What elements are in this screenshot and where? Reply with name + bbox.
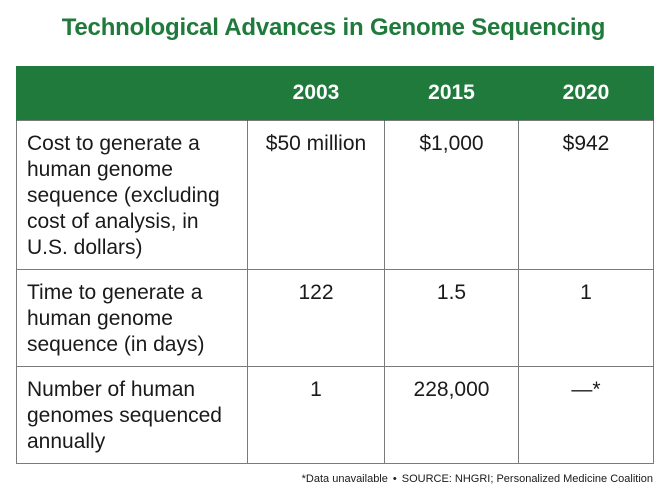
cell-cost-2003: $50 million <box>247 120 385 270</box>
footnote: *Data unavailable • SOURCE: NHGRI; Persona… <box>302 473 653 485</box>
header-cell-2015: 2015 <box>384 66 519 121</box>
row-label-cost: Cost to generate a human genome sequence… <box>16 120 248 270</box>
cell-count-2015: 228,000 <box>384 366 519 464</box>
table-row: Number of human genomes sequenced annual… <box>16 366 654 464</box>
table-header-row: 2003 2015 2020 <box>16 66 654 121</box>
cell-cost-2020: $942 <box>518 120 654 270</box>
genome-sequencing-table: 2003 2015 2020 Cost to generate a human … <box>16 66 654 464</box>
footnote-separator: • <box>392 473 397 485</box>
header-cell-2020: 2020 <box>518 66 654 121</box>
row-label-count: Number of human genomes sequenced annual… <box>16 366 248 464</box>
cell-count-2020: —* <box>518 366 654 464</box>
cell-count-2003: 1 <box>247 366 385 464</box>
cell-time-2003: 122 <box>247 269 385 367</box>
row-label-time: Time to generate a human genome sequence… <box>16 269 248 367</box>
footnote-note: *Data unavailable <box>301 473 388 485</box>
cell-time-2020: 1 <box>518 269 654 367</box>
header-cell-2003: 2003 <box>247 66 385 121</box>
cell-cost-2015: $1,000 <box>384 120 519 270</box>
table-row: Time to generate a human genome sequence… <box>16 269 654 367</box>
footnote-source: SOURCE: NHGRI; Personalized Medicine Coa… <box>401 473 653 485</box>
cell-time-2015: 1.5 <box>384 269 519 367</box>
page-title: Technological Advances in Genome Sequenc… <box>61 14 606 41</box>
header-cell-empty <box>16 66 248 121</box>
table-row: Cost to generate a human genome sequence… <box>16 120 654 270</box>
